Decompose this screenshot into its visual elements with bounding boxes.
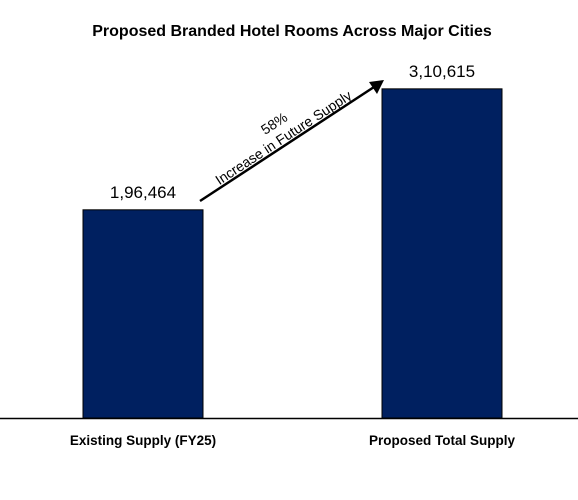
- category-label-1: Existing Supply (FY25): [70, 433, 216, 448]
- bar-2: [381, 88, 503, 419]
- growth-text: Increase in Future Supply: [212, 87, 354, 188]
- bars: [82, 88, 503, 419]
- value-label-2: 3,10,615: [409, 62, 475, 81]
- chart-title: Proposed Branded Hotel Rooms Across Majo…: [92, 23, 492, 40]
- category-label-2: Proposed Total Supply: [369, 433, 516, 448]
- growth-arrow: [199, 85, 375, 203]
- labels: 1,96,464 Existing Supply (FY25) 3,10,615 Pr…: [70, 62, 516, 448]
- growth-annotation: 58% Increase in Future Supply: [199, 80, 384, 203]
- growth-arrowhead: [369, 80, 384, 94]
- value-label-1: 1,96,464: [110, 183, 176, 202]
- bar-1: [82, 209, 204, 419]
